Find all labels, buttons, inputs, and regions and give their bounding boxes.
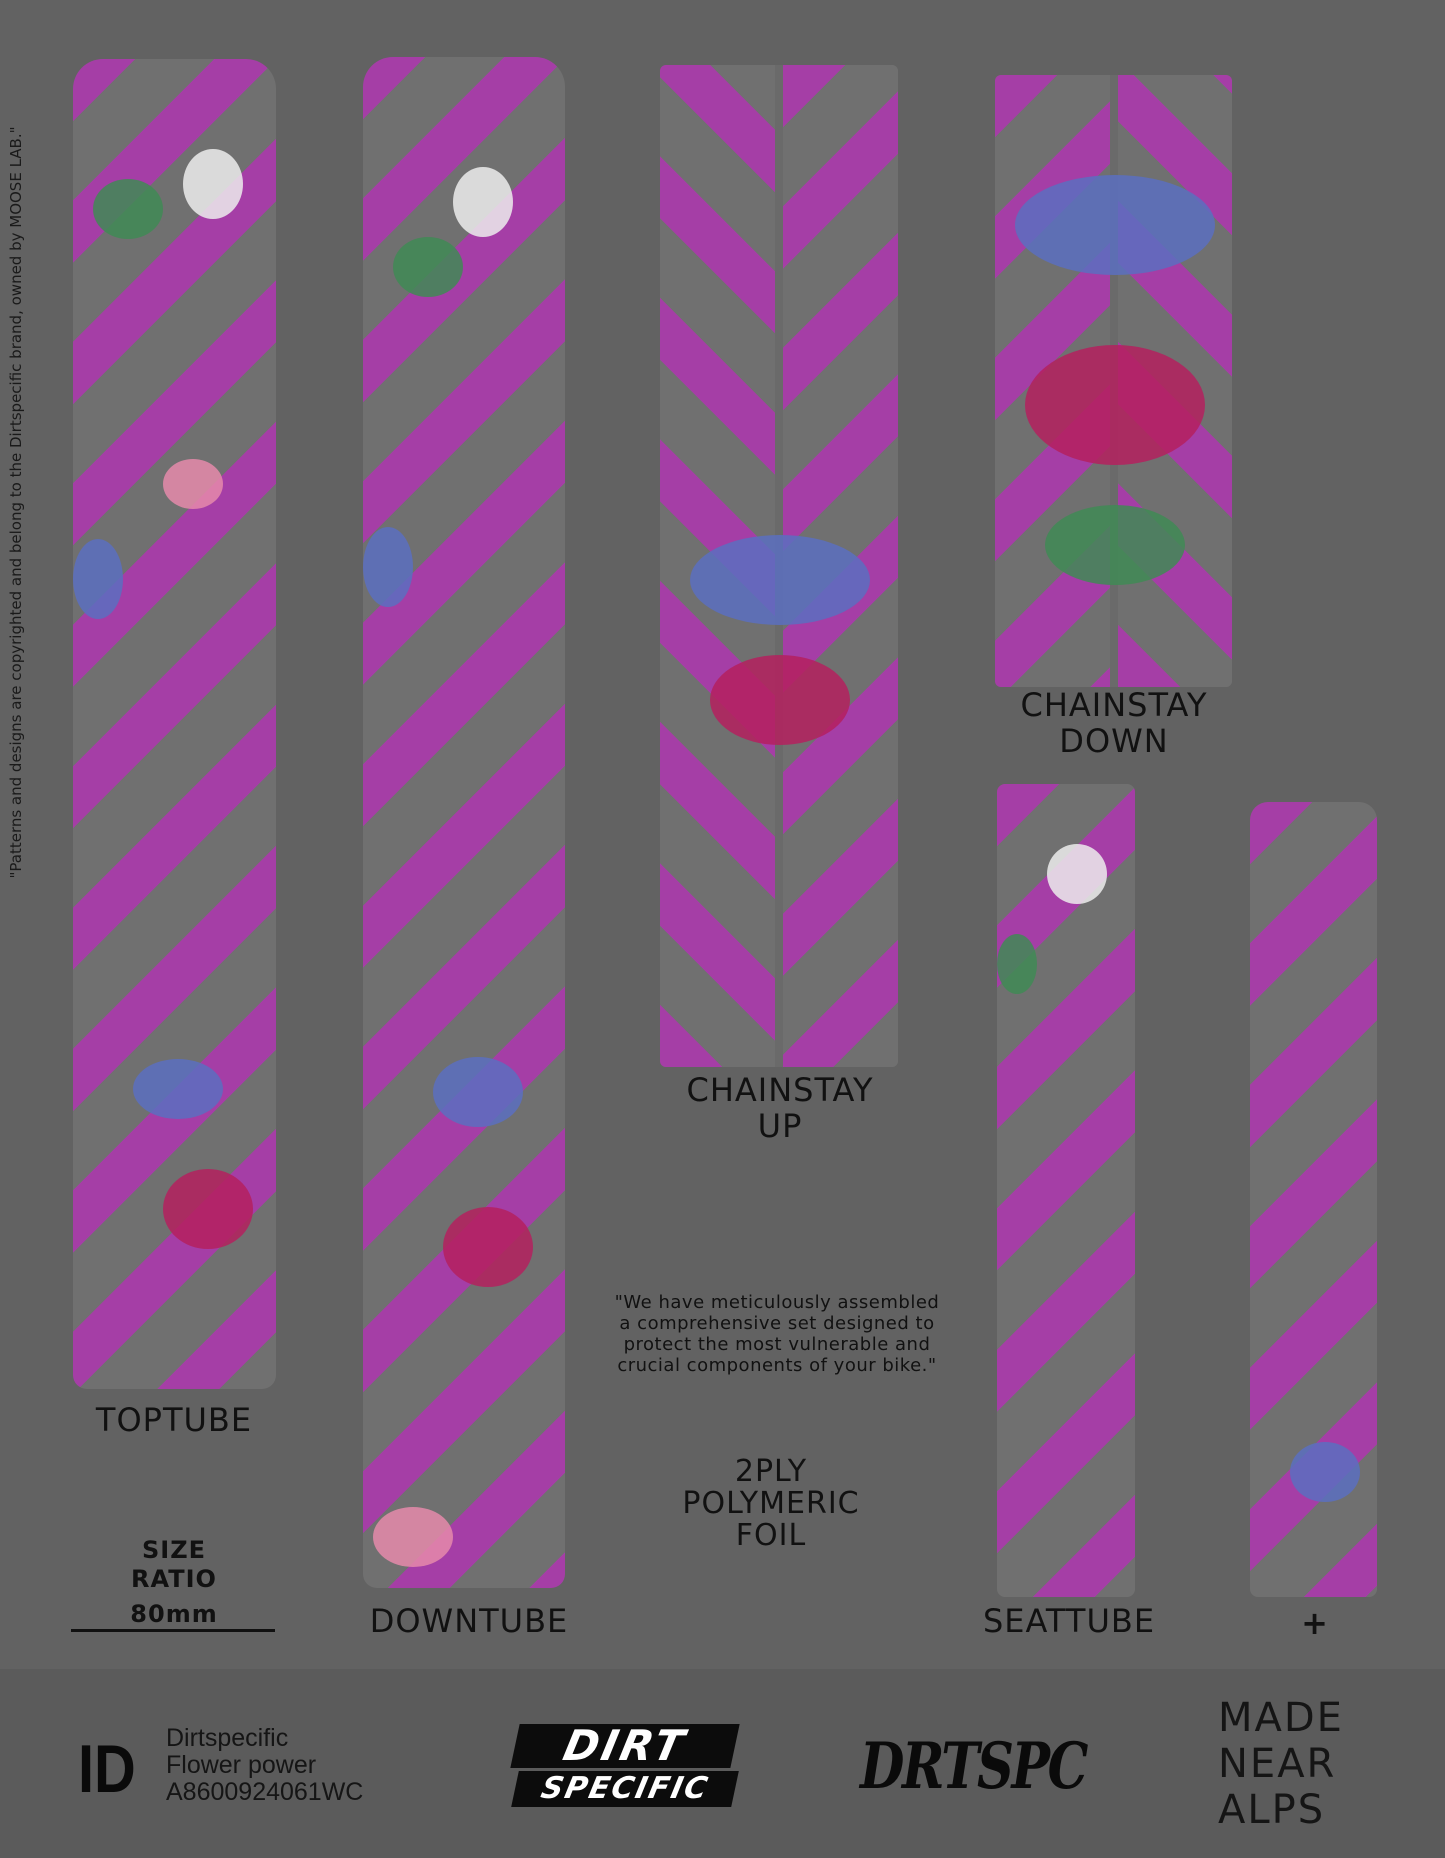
material-label: 2PLY POLYMERIC FOIL xyxy=(682,1456,859,1552)
id-info: Dirtspecific Flower power A8600924061WC xyxy=(166,1725,363,1806)
label-line: CHAINSTAY xyxy=(686,1071,874,1109)
logo-line: DIRT xyxy=(510,1721,740,1770)
scale-bar xyxy=(71,1629,275,1632)
made-line: ALPS xyxy=(1218,1787,1326,1833)
copyright-text: "Patterns and designs are copyrighted an… xyxy=(7,126,25,879)
id-design: Flower power xyxy=(166,1751,317,1779)
seattube-label: SEATTUBE xyxy=(982,1602,1156,1640)
copyright-note: "Patterns and designs are copyrighted an… xyxy=(4,65,30,940)
quote-line: a comprehensive set designed to xyxy=(619,1313,935,1334)
quote-line: "We have meticulously assembled xyxy=(614,1292,940,1313)
material-line: POLYMERIC xyxy=(682,1486,860,1521)
made-line: MADE xyxy=(1218,1695,1344,1741)
material-line: FOIL xyxy=(735,1518,807,1553)
size-ratio: SIZE RATIO 80mm xyxy=(130,1536,217,1629)
quote: "We have meticulously assembled a compre… xyxy=(615,1292,940,1376)
toptube-label: TOPTUBE xyxy=(95,1401,253,1439)
logo-line: SPECIFIC xyxy=(511,1771,739,1807)
quote-line: crucial components of your bike." xyxy=(617,1355,937,1376)
made-line: NEAR xyxy=(1218,1741,1337,1787)
chainstay-up-piece xyxy=(660,65,898,1067)
id-code: A8600924061WC xyxy=(166,1778,364,1806)
footer: ID Dirtspecific Flower power A8600924061… xyxy=(0,1669,1445,1858)
chainstay-down-label: CHAINSTAY DOWN xyxy=(1021,687,1208,759)
extra-piece-label: + xyxy=(1301,1604,1329,1642)
chainstay-down-piece xyxy=(995,75,1232,687)
size-ratio-line: RATIO xyxy=(131,1565,217,1593)
made-near-alps: MADE NEAR ALPS xyxy=(1218,1695,1344,1833)
seattube-piece xyxy=(997,784,1135,1597)
material-line: 2PLY xyxy=(734,1454,808,1489)
dirt-specific-logo: DIRT SPECIFIC xyxy=(510,1721,740,1808)
label-line: CHAINSTAY xyxy=(1020,686,1208,724)
quote-line: protect the most vulnerable and xyxy=(623,1334,931,1355)
chainstay-up-label: CHAINSTAY UP xyxy=(687,1072,874,1144)
size-ratio-value: 80mm xyxy=(130,1600,218,1628)
downtube-piece xyxy=(363,57,565,1588)
toptube-piece xyxy=(73,59,276,1389)
id-mark: ID xyxy=(78,1731,136,1807)
downtube-label: DOWNTUBE xyxy=(369,1602,569,1640)
extra-piece xyxy=(1250,802,1377,1597)
id-brand: Dirtspecific xyxy=(166,1724,289,1752)
drtspc-logo: DRTSPC xyxy=(860,1729,1088,1804)
label-line: UP xyxy=(757,1107,803,1145)
size-ratio-line: SIZE xyxy=(141,1536,207,1564)
label-line: DOWN xyxy=(1059,722,1169,760)
